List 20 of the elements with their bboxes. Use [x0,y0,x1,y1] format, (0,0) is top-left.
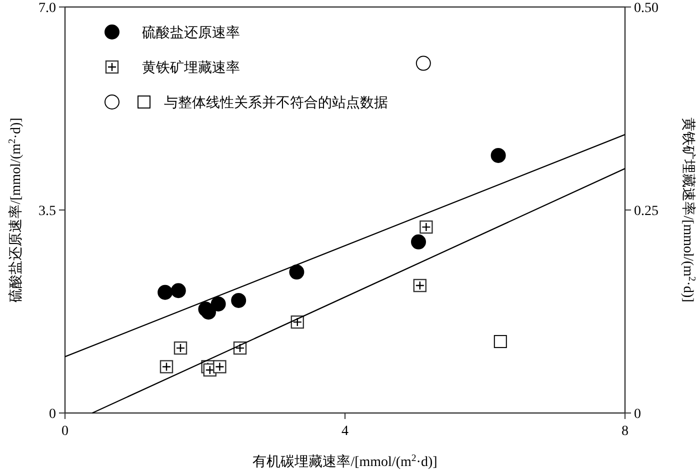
x-tick-label: 8 [622,424,628,439]
y-tick-label: 3.5 [38,204,56,219]
x-tick-label: 0 [62,424,68,439]
point [411,234,426,250]
legend-label: 硫酸盐还原速率 [142,25,240,41]
y-tick-label: 7.0 [38,1,56,16]
point [231,292,246,308]
point [158,284,173,300]
y2-tick-label: 0.25 [634,204,658,219]
y2-tick-label: 0.50 [634,1,658,16]
point [170,283,186,298]
point [210,296,226,312]
point [289,264,304,280]
x-tick-label: 4 [342,424,348,439]
y2-tick-label: 0 [634,407,641,422]
y-tick-label: 0 [49,407,56,422]
legend-label: 与整体线性关系并不符合的站点数据 [164,95,388,111]
x-axis-title: 有机碳埋藏速率/[mmol/(m$^{2}$·d)] [252,452,438,470]
point [490,148,506,163]
legend-label: 黄铁矿埋藏速率 [142,60,240,76]
